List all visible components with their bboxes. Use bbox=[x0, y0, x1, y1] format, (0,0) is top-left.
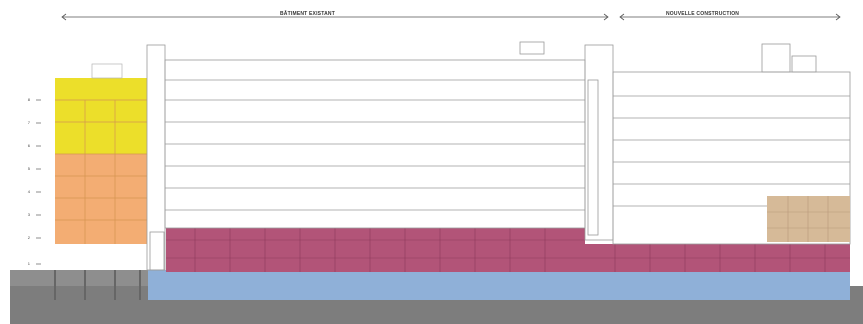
tower-grid bbox=[55, 99, 147, 244]
basement-block bbox=[148, 270, 850, 300]
level-marker: 7 bbox=[27, 120, 30, 125]
tower-upper-yellow bbox=[55, 78, 147, 154]
level-marker: 1 bbox=[27, 261, 30, 266]
tower-lower-orange bbox=[55, 154, 147, 244]
level-marker: 6 bbox=[27, 143, 30, 148]
level-marker: 2 bbox=[27, 235, 30, 240]
level-ticks bbox=[36, 99, 41, 265]
level-marker: 4 bbox=[27, 189, 30, 194]
tan-volume-block bbox=[767, 196, 850, 242]
level-marker: 5 bbox=[27, 166, 30, 171]
tower-roof-box bbox=[91, 63, 123, 79]
new-construction-outline bbox=[612, 43, 851, 245]
dimension-lines bbox=[61, 13, 841, 21]
new-construction-label: NOUVELLE CONSTRUCTION bbox=[666, 11, 740, 17]
podium-block bbox=[166, 228, 850, 272]
level-marker: 3 bbox=[27, 212, 30, 217]
level-marker: 8 bbox=[27, 97, 30, 102]
tan-volume-grid bbox=[767, 196, 850, 242]
existing-building-outline bbox=[146, 41, 614, 271]
ground-top-strip bbox=[10, 270, 150, 286]
foundation-piles bbox=[54, 270, 141, 300]
existing-building-label: BÂTIMENT EXISTANT bbox=[280, 11, 335, 17]
